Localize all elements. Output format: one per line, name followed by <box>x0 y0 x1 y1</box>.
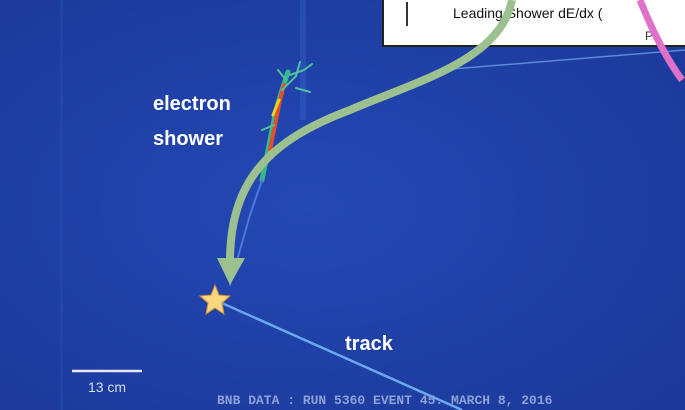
noise-band <box>60 0 63 410</box>
shower-label: electron <box>153 93 231 115</box>
track-label: track <box>345 333 394 355</box>
noise-band <box>300 0 306 120</box>
background <box>0 0 685 410</box>
run-info: BNB DATA : RUN 5360 EVENT 45. MARCH 8, 2… <box>217 393 553 408</box>
event-display: Leading Shower dE/dx ( Ph electron showe… <box>0 0 685 410</box>
scale-label: 13 cm <box>88 379 126 395</box>
shower-label: shower <box>153 128 223 150</box>
inset-caption: Leading Shower dE/dx ( <box>453 5 603 21</box>
